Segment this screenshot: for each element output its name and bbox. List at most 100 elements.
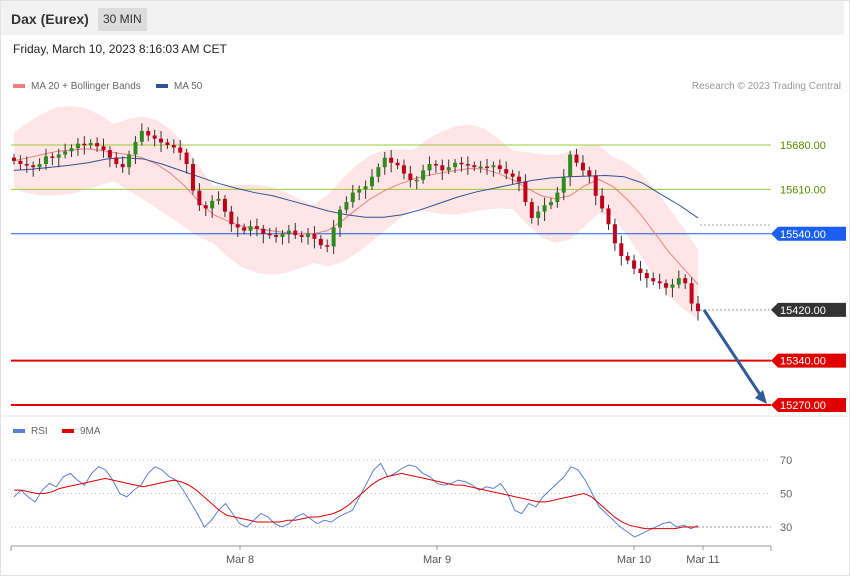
candle-body <box>235 224 240 228</box>
candle-body <box>165 142 170 145</box>
candle-body <box>651 278 656 282</box>
candle-body <box>485 166 490 169</box>
level-tag-15270.00 <box>771 398 846 412</box>
level-tag-15420.00 <box>771 302 846 317</box>
candle-body <box>382 157 387 168</box>
candle-body <box>517 176 522 182</box>
candle-body <box>139 131 144 142</box>
candle-body <box>69 148 74 152</box>
timeframe-badge[interactable]: 30 MIN <box>98 8 147 31</box>
candle-body <box>689 283 694 304</box>
legend-9ma: 9MA <box>62 426 101 437</box>
legend-ma20: MA 20 + Bollinger Bands <box>13 81 141 92</box>
x-tick-label: Mar 10 <box>617 554 651 566</box>
candle-body <box>369 176 374 187</box>
candle-body <box>414 179 419 182</box>
credit-text: Research © 2023 Trading Central <box>691 81 841 92</box>
report-datetime: Friday, March 10, 2023 8:16:03 AM CET <box>13 42 227 56</box>
ma20-swatch <box>13 84 25 89</box>
bollinger-band <box>14 106 698 320</box>
x-tick-label: Mar 8 <box>226 554 254 566</box>
candle-body <box>568 154 573 177</box>
candle-body <box>318 238 323 246</box>
candle-body <box>88 143 93 145</box>
legend-rsi: RSI <box>13 426 48 437</box>
candle-body <box>408 173 413 180</box>
candle-body <box>491 165 496 168</box>
candle-body <box>427 164 432 171</box>
candle-body <box>561 176 566 193</box>
candle-body <box>619 243 624 256</box>
candle-body <box>274 235 279 237</box>
candle-body <box>203 205 208 209</box>
candle-body <box>555 192 560 203</box>
candle-body <box>312 233 317 239</box>
level-label-15540.00: 15540.00 <box>780 229 826 241</box>
candle-body <box>344 202 349 210</box>
candle-body <box>612 224 617 244</box>
candle-body <box>133 141 138 155</box>
candle-body <box>600 195 605 209</box>
candle-body <box>229 211 234 225</box>
candle-body <box>638 268 643 274</box>
candle-body <box>421 170 426 180</box>
candle-body <box>453 162 458 168</box>
candle-body <box>696 303 700 312</box>
candle-body <box>529 202 534 218</box>
candle-body <box>504 169 509 174</box>
candle-body <box>606 208 611 225</box>
candle-body <box>127 154 132 168</box>
candle-body <box>587 170 592 176</box>
legend-9ma-label: 9MA <box>80 426 101 437</box>
legend-ma50: MA 50 <box>156 81 202 92</box>
rsi-ma-line <box>14 472 698 530</box>
candle-body <box>114 157 119 165</box>
candle-body <box>159 138 164 143</box>
candle-body <box>107 150 112 158</box>
candle-body <box>56 154 61 158</box>
candle-body <box>357 189 362 193</box>
level-label-15420.00: 15420.00 <box>780 305 826 317</box>
rsi-tick-label: 30 <box>780 522 792 534</box>
projection-arrow-line <box>702 309 763 397</box>
candle-body <box>440 165 445 171</box>
candle-body <box>395 162 400 166</box>
candle-body <box>478 166 483 169</box>
candle-body <box>31 165 36 168</box>
candle-body <box>286 230 291 234</box>
candle-body <box>536 211 541 218</box>
level-tag-15340.00 <box>771 353 846 368</box>
candle-body <box>497 165 502 170</box>
candle-body <box>210 200 215 209</box>
header-bar: Dax (Eurex) 30 MIN <box>1 1 844 35</box>
level-label-15340.00: 15340.00 <box>780 356 826 368</box>
candle-body <box>63 151 68 155</box>
candle-body <box>331 227 336 247</box>
candle-body <box>306 233 311 237</box>
candle-body <box>146 131 151 136</box>
candle-body <box>580 162 585 171</box>
candle-body <box>82 143 87 146</box>
instrument-title: Dax (Eurex) <box>11 11 89 27</box>
rsi-tick-label: 50 <box>780 489 792 501</box>
candle-body <box>18 160 23 165</box>
level-tag-15540.00 <box>771 226 846 241</box>
candle-body <box>338 209 343 228</box>
candle-body <box>24 164 29 166</box>
candle-body <box>280 233 285 237</box>
candle-body <box>350 192 355 203</box>
candle-body <box>389 157 394 163</box>
ma50-swatch <box>156 84 168 89</box>
candle-body <box>664 283 669 288</box>
candle-body <box>37 164 42 168</box>
level-label-15680.00: 15680.00 <box>780 140 826 152</box>
candle-body <box>242 227 247 231</box>
candle-body <box>472 165 477 168</box>
projection-arrow-head <box>755 390 767 404</box>
candle-body <box>293 230 298 236</box>
candle-body <box>657 281 662 284</box>
legend-ma20-label: MA 20 + Bollinger Bands <box>31 81 141 92</box>
candle-body <box>670 284 675 288</box>
candle-body <box>574 154 579 163</box>
